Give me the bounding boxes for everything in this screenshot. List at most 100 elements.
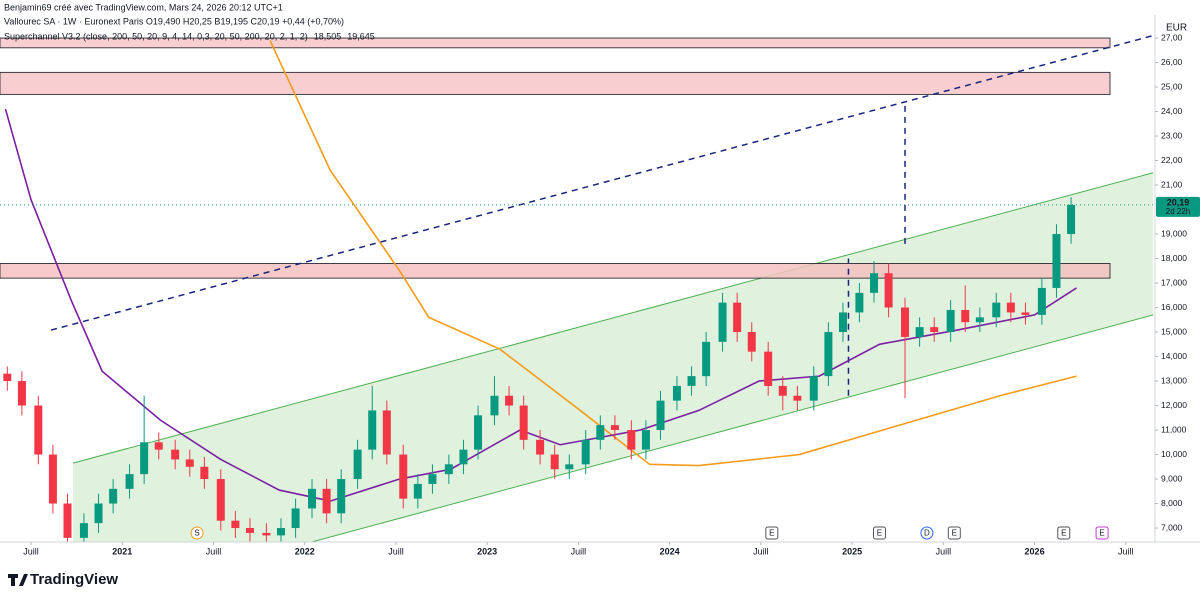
event-marker <box>190 526 204 540</box>
trendline <box>50 34 1154 331</box>
candle-body <box>428 474 437 484</box>
event-label: E <box>1099 529 1104 538</box>
event-marker <box>872 526 886 540</box>
candle-body <box>140 442 149 475</box>
event-label: E <box>1061 529 1066 538</box>
candle-body <box>930 327 939 333</box>
x-tick-label: 2021 <box>112 546 132 556</box>
plot <box>0 34 1155 542</box>
candle-body <box>216 479 225 521</box>
candle-body <box>687 376 696 386</box>
y-tick-label: 16,000 <box>1161 302 1187 312</box>
indicator: Superchannel V3.2 (close, 200, 50, 20, 9… <box>4 31 308 41</box>
candle-body <box>596 425 605 440</box>
candle-body <box>1037 287 1046 315</box>
candle-body <box>702 341 711 377</box>
candle-body <box>308 488 317 509</box>
event-marker <box>1095 526 1109 540</box>
currency: EUR <box>1166 23 1187 34</box>
candle-body <box>809 376 818 401</box>
candle-body <box>3 373 12 382</box>
candle-body <box>413 483 422 499</box>
candle-body <box>824 332 833 377</box>
x-tick-label: Juill <box>206 546 222 556</box>
y-tick-label: 19,000 <box>1161 228 1187 238</box>
event-marker <box>920 526 934 540</box>
candle-body <box>17 381 26 406</box>
candle-body <box>459 449 468 465</box>
candle-body <box>382 410 391 455</box>
channel-line <box>72 172 1154 464</box>
event-label: E <box>877 529 882 538</box>
candle-body <box>718 302 727 342</box>
candle-body <box>245 528 254 533</box>
candle-body <box>946 309 955 333</box>
candle-body <box>870 273 879 293</box>
candle-body <box>536 439 545 455</box>
brand-logo <box>8 574 28 586</box>
candle-body <box>565 464 574 470</box>
candle-body <box>63 503 72 538</box>
candle-body <box>34 405 43 455</box>
candle-body <box>901 307 910 337</box>
candle-body <box>276 528 285 536</box>
candle-body <box>610 425 619 431</box>
candle-body <box>48 454 57 504</box>
candle-body <box>915 327 924 337</box>
y-tick-label: 22,00 <box>1161 155 1183 165</box>
zone <box>0 37 1111 49</box>
x-tick-label: Juill <box>753 546 769 556</box>
y-tick-label: 13,000 <box>1161 375 1187 385</box>
x-tick-label: Juill <box>1118 546 1134 556</box>
candle-body <box>992 302 1001 318</box>
candle-body <box>838 312 847 333</box>
event-marker <box>947 526 961 540</box>
candle-body <box>1006 302 1015 313</box>
y-tick-label: 18,000 <box>1161 253 1187 263</box>
candle-body <box>399 454 408 499</box>
y-tick-label: 9,000 <box>1161 473 1183 483</box>
candle-body <box>747 332 756 352</box>
candle-body <box>778 385 787 396</box>
candle-body <box>961 309 970 323</box>
candle-body <box>109 488 118 504</box>
candle-body <box>154 442 163 450</box>
y-tick-label: 8,000 <box>1161 498 1183 508</box>
candle-body <box>368 410 377 450</box>
candle-body <box>581 439 590 465</box>
zone <box>0 71 1111 95</box>
y-tick-label: 24,00 <box>1161 106 1183 116</box>
candle-body <box>322 488 331 514</box>
candle-body <box>550 454 559 470</box>
y-tick-label: 11,000 <box>1161 424 1187 434</box>
y-tick-label: 27,00 <box>1161 32 1183 42</box>
candle-body <box>291 508 300 529</box>
candle-body <box>1052 234 1061 288</box>
x-tick-label: 2024 <box>660 546 680 556</box>
indicator-value: 18,505 <box>314 31 342 41</box>
x-tick-label: Juill <box>388 546 404 556</box>
price-tag-label: 20,19 <box>1167 197 1190 207</box>
event-label: D <box>924 529 930 538</box>
candle-body <box>764 351 773 386</box>
candle-body <box>474 415 483 450</box>
x-tick-label: Juill <box>936 546 952 556</box>
candle-body <box>79 523 88 538</box>
candle-body <box>505 395 514 406</box>
candle-body <box>519 405 528 440</box>
candle-body <box>171 449 180 460</box>
candle-body <box>444 464 453 475</box>
event-label: E <box>769 529 774 538</box>
credit: Benjamin69 créé avec TradingView.com, Ma… <box>4 2 283 12</box>
moving-average <box>4 108 1077 502</box>
legend: Vallourec SA · 1W · Euronext Paris O19,4… <box>4 16 344 26</box>
candle-body <box>1021 312 1030 315</box>
event-label: E <box>952 529 957 538</box>
y-tick-label: 25,00 <box>1161 81 1183 91</box>
countdown: 2d 22h <box>1166 207 1190 216</box>
x-tick-label: 2022 <box>295 546 315 556</box>
x-tick-label: Juill <box>23 546 39 556</box>
x-tick-label: 2025 <box>842 546 862 556</box>
y-tick-label: 17,000 <box>1161 277 1187 287</box>
